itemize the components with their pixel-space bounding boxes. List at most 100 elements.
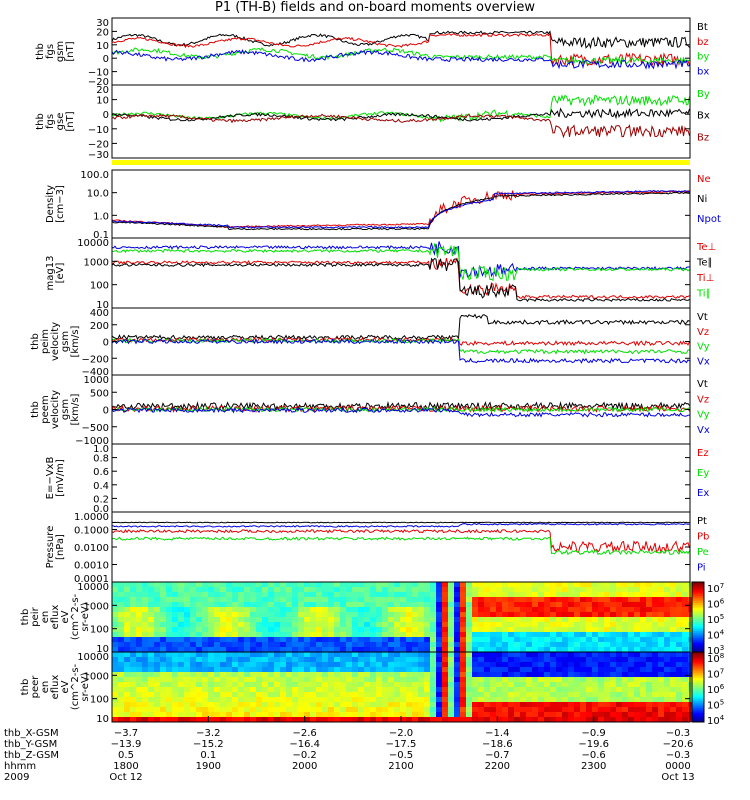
spectrogram-cell xyxy=(580,612,586,617)
spectrogram-cell xyxy=(256,642,262,647)
spectrogram-cell xyxy=(202,642,208,647)
spectrogram-cell xyxy=(424,622,430,627)
spectrogram-cell xyxy=(256,582,262,587)
colorbar-cell xyxy=(692,666,704,669)
spectrogram-cell xyxy=(688,662,694,667)
spectrogram-cell xyxy=(328,687,334,692)
spectrogram-cell xyxy=(172,662,178,667)
spectrogram-cell xyxy=(346,627,352,632)
spectrogram-cell xyxy=(604,657,610,662)
spectrogram-cell xyxy=(442,582,448,587)
spectrogram-cell xyxy=(646,677,652,682)
spectrogram-cell xyxy=(466,677,472,682)
spectrogram-cell xyxy=(658,632,664,637)
spectrogram-cell xyxy=(562,707,568,712)
y-axis-label: eV xyxy=(60,610,71,623)
spectrogram-cell xyxy=(586,652,592,657)
spectrogram-cell xyxy=(466,717,472,722)
spectrogram-cell xyxy=(286,592,292,597)
spectrogram-cell xyxy=(484,592,490,597)
spectrogram-cell xyxy=(364,677,370,682)
spectrogram-cell xyxy=(238,687,244,692)
spectrogram-cell xyxy=(406,702,412,707)
spectrogram-cell xyxy=(568,597,574,602)
spectrogram-cell xyxy=(124,667,130,672)
series-Vx-electron xyxy=(111,406,690,418)
spectrogram-cell xyxy=(124,627,130,632)
spectrogram-cell xyxy=(472,647,478,652)
spectrogram-cell xyxy=(544,647,550,652)
spectrogram-cell xyxy=(292,682,298,687)
spectrogram-cell xyxy=(646,662,652,667)
spectrogram-cell xyxy=(472,697,478,702)
colorbar-cell xyxy=(692,622,704,625)
spectrogram-cell xyxy=(634,707,640,712)
spectrogram-cell xyxy=(496,672,502,677)
spectrogram-cell xyxy=(226,592,232,597)
spectrogram-cell xyxy=(184,652,190,657)
spectrogram-cell xyxy=(148,582,154,587)
spectrogram-cell xyxy=(154,602,160,607)
spectrogram-cell xyxy=(292,632,298,637)
spectrogram-cell xyxy=(442,697,448,702)
spectrogram-cell xyxy=(640,612,646,617)
spectrogram-cell xyxy=(334,652,340,657)
spectrogram-cell xyxy=(226,622,232,627)
spectrogram-cell xyxy=(352,702,358,707)
spectrogram-cell xyxy=(256,672,262,677)
spectrogram-cell xyxy=(580,707,586,712)
spectrogram-cell xyxy=(616,587,622,592)
y-tick-label: 30 xyxy=(96,18,109,29)
spectrogram-cell xyxy=(256,607,262,612)
spectrogram-cell xyxy=(418,617,424,622)
spectrogram-cell xyxy=(142,677,148,682)
spectrogram-cell xyxy=(154,607,160,612)
spectrogram-cell xyxy=(490,637,496,642)
spectrogram-cell xyxy=(286,707,292,712)
spectrogram-cell xyxy=(328,587,334,592)
spectrogram-cell xyxy=(574,647,580,652)
spectrogram-cell xyxy=(352,697,358,702)
spectrogram-cell xyxy=(556,637,562,642)
spectrogram-cell xyxy=(664,612,670,617)
spectrogram-cell xyxy=(316,612,322,617)
spectrogram-cell xyxy=(454,607,460,612)
colorbar-cell xyxy=(692,652,704,655)
spectrogram-cell xyxy=(532,627,538,632)
spectrogram-cell xyxy=(466,692,472,697)
spectrogram-cell xyxy=(412,717,418,722)
spectrogram-cell xyxy=(208,662,214,667)
spectrogram-cell xyxy=(448,677,454,682)
colorbar-cell xyxy=(692,709,704,712)
spectrogram-cell xyxy=(226,587,232,592)
spectrogram-cell xyxy=(550,587,556,592)
spectrogram-cell xyxy=(682,717,688,722)
spectrogram-cell xyxy=(172,692,178,697)
spectrogram-cell xyxy=(622,672,628,677)
spectrogram-cell xyxy=(670,682,676,687)
spectrogram-cell xyxy=(634,637,640,642)
spectrogram-cell xyxy=(568,707,574,712)
spectrogram-cell xyxy=(520,607,526,612)
colorbar-cell xyxy=(692,715,704,718)
spectrogram-cell xyxy=(352,607,358,612)
spectrogram-cell xyxy=(190,662,196,667)
spectrogram-cell xyxy=(484,712,490,717)
y-axis-label: [cm−3] xyxy=(55,185,66,223)
spectrogram-cell xyxy=(640,707,646,712)
spectrogram-cell xyxy=(286,717,292,722)
spectrogram-cell xyxy=(436,667,442,672)
spectrogram-cell xyxy=(184,717,190,722)
spectrogram-cell xyxy=(610,657,616,662)
colorbar-frame xyxy=(691,651,705,723)
spectrogram-cell xyxy=(220,607,226,612)
spectrogram-cell xyxy=(604,622,610,627)
spectrogram-cell xyxy=(226,652,232,657)
spectrogram-cell xyxy=(622,697,628,702)
spectrogram-cell xyxy=(286,667,292,672)
spectrogram-cell xyxy=(160,707,166,712)
spectrogram-cell xyxy=(376,647,382,652)
spectrogram-cell xyxy=(664,707,670,712)
spectrogram-cell xyxy=(556,712,562,717)
spectrogram-cell xyxy=(520,652,526,657)
